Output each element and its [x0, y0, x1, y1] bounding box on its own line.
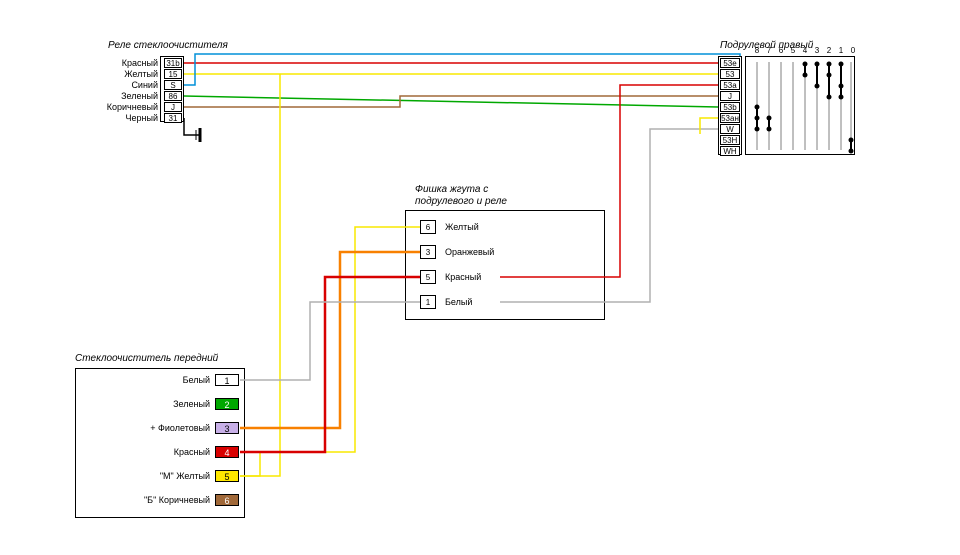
relay-label-1: Желтый	[100, 69, 158, 79]
connector-title-2: подрулевого и реле	[415, 196, 507, 207]
wiper-label-1: Зеленый	[140, 399, 210, 409]
wiper-box-4: 5	[215, 470, 239, 482]
conn-pin-1: 3	[420, 245, 436, 259]
relay-title: Реле стеклоочистителя	[108, 40, 228, 51]
relay-label-3: Зеленый	[100, 91, 158, 101]
relay-pin-4: J	[164, 102, 182, 112]
relay-label-5: Черный	[100, 113, 158, 123]
switch-pos-7: 7	[764, 46, 774, 55]
conn-pin-0: 6	[420, 220, 436, 234]
wiper-label-2: + Фиолетовый	[130, 423, 210, 433]
wiper-label-3: Красный	[140, 447, 210, 457]
switch-pos-0: 0	[848, 46, 858, 55]
switch-pin-4: 53b	[720, 102, 740, 112]
conn-label-3: Белый	[445, 297, 472, 307]
switch-pos-4: 4	[800, 46, 810, 55]
relay-label-0: Красный	[100, 58, 158, 68]
connector-title-1: Фишка жгута с	[415, 184, 488, 195]
relay-pin-3: 86	[164, 91, 182, 101]
conn-label-2: Красный	[445, 272, 481, 282]
switch-pin-0: 53e	[720, 58, 740, 68]
switch-pin-8: WH	[720, 146, 740, 156]
switch-pin-3: J	[720, 91, 740, 101]
relay-label-4: Коричневый	[100, 102, 158, 112]
switch-pos-6: 6	[776, 46, 786, 55]
conn-pin-2: 5	[420, 270, 436, 284]
conn-label-0: Желтый	[445, 222, 479, 232]
wiper-box-0: 1	[215, 374, 239, 386]
wiper-label-0: Белый	[140, 375, 210, 385]
switch-pos-5: 5	[788, 46, 798, 55]
relay-pin-2: S	[164, 80, 182, 90]
relay-pin-5: 31	[164, 113, 182, 123]
switch-contacts	[745, 56, 855, 155]
wiper-box-1: 2	[215, 398, 239, 410]
wiper-box-5: 6	[215, 494, 239, 506]
relay-pin-0: 31b	[164, 58, 182, 68]
switch-pin-2: 53a	[720, 80, 740, 90]
wiper-label-4: "М" Желтый	[130, 471, 210, 481]
wiper-box-2: 3	[215, 422, 239, 434]
conn-pin-3: 1	[420, 295, 436, 309]
switch-pin-6: W	[720, 124, 740, 134]
relay-label-2: Синий	[100, 80, 158, 90]
wiper-label-5: "Б" Коричневый	[120, 495, 210, 505]
wiper-title: Стеклоочиститель передний	[75, 353, 218, 364]
switch-pin-1: 53	[720, 69, 740, 79]
switch-pos-2: 2	[824, 46, 834, 55]
switch-pos-8: 8	[752, 46, 762, 55]
switch-pos-1: 1	[836, 46, 846, 55]
switch-pin-7: 53H	[720, 135, 740, 145]
relay-pin-1: 15	[164, 69, 182, 79]
switch-pos-3: 3	[812, 46, 822, 55]
conn-label-1: Оранжевый	[445, 247, 494, 257]
wiper-box-3: 4	[215, 446, 239, 458]
switch-pin-5: 53aн	[720, 113, 740, 123]
